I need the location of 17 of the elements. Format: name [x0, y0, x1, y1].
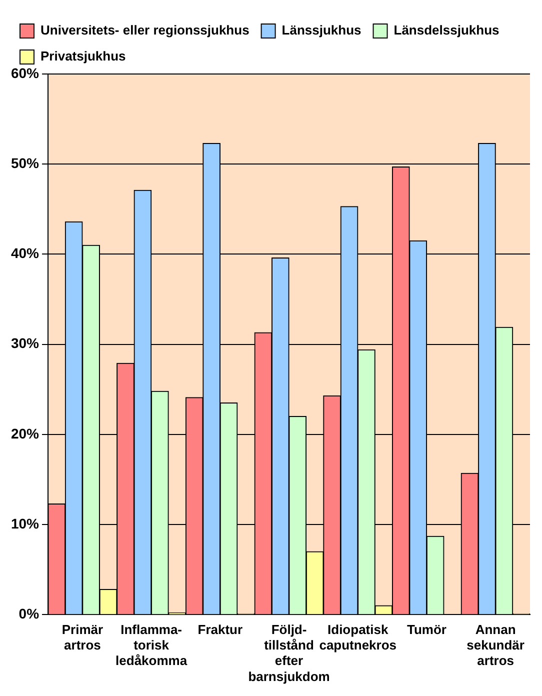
y-tick-label: 20% [10, 425, 40, 442]
legend-label: Länssjukhus [282, 22, 362, 38]
legend-label: Länsdelssjukhus [394, 22, 500, 38]
y-tick-label: 0% [18, 605, 40, 622]
y-tick-label: 30% [10, 335, 40, 352]
y-tick-label: 60% [10, 64, 40, 81]
x-tick-label: Inflamma- torisk ledåkomma [116, 622, 188, 668]
y-tick-label: 10% [10, 515, 40, 532]
x-tick-label: Tumör [406, 622, 446, 637]
legend-label: Privatsjukhus [40, 48, 126, 64]
x-tick-label: Idiopatisk caputnekros [319, 622, 397, 653]
y-tick-label: 50% [10, 154, 40, 171]
y-tick-label: 40% [10, 245, 40, 262]
legend-label: Universitets- eller regionssjukhus [40, 22, 250, 38]
x-tick-label: Primär artros [62, 622, 104, 653]
x-tick-label: Annan sekundär artros [466, 622, 524, 668]
x-tick-label: Fraktur [198, 622, 243, 637]
